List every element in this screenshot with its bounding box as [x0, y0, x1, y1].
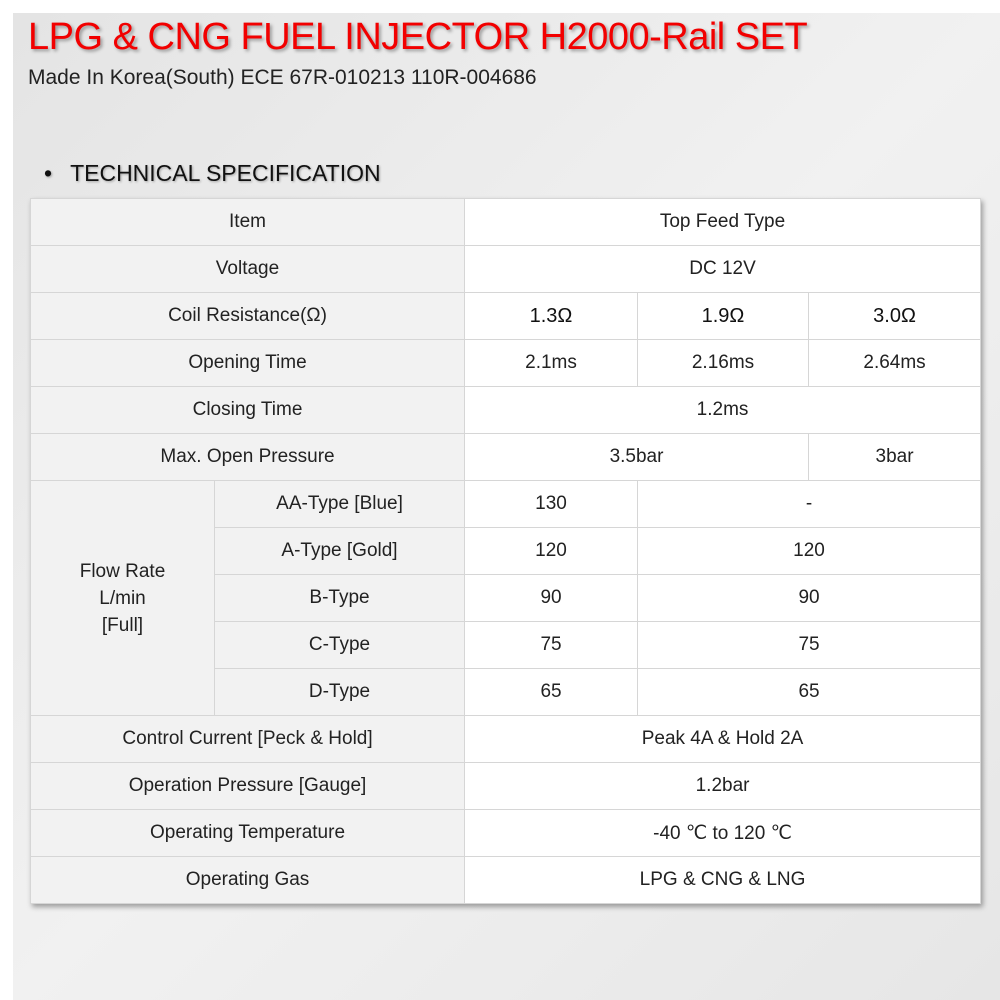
- section-title: TECHNICAL SPECIFICATION: [70, 160, 381, 186]
- page-subtitle: Made In Korea(South) ECE 67R-010213 110R…: [28, 66, 537, 89]
- table-row: Operating Gas LPG & CNG & LNG: [29, 856, 982, 904]
- bullet-icon: •: [44, 160, 53, 186]
- cell-value: 65: [637, 668, 982, 716]
- cell-value: 75: [637, 621, 982, 669]
- table-row: Operation Pressure [Gauge] 1.2bar: [29, 762, 982, 810]
- cell-value: 75: [464, 621, 639, 669]
- flow-label-line: L/min: [99, 587, 146, 609]
- cell-value: -40 ℃ to 120 ℃: [464, 809, 982, 857]
- table-row: Max. Open Pressure 3.5bar 3bar: [29, 433, 982, 481]
- table-row: D-Type 65 65: [31, 668, 982, 716]
- cell-value: 120: [637, 527, 982, 575]
- cell-value: LPG & CNG & LNG: [464, 856, 982, 904]
- flow-type-label: D-Type: [213, 668, 466, 716]
- cell-value: 65: [464, 668, 639, 716]
- table-row: A-Type [Gold] 120 120: [31, 527, 982, 575]
- section-heading: • TECHNICAL SPECIFICATION: [44, 160, 381, 187]
- row-label: Closing Time: [29, 386, 466, 434]
- cell-value: 1.2ms: [464, 386, 982, 434]
- table-row: Flow Rate L/min [Full] AA-Type [Blue] 13…: [30, 480, 982, 716]
- flow-type-label: AA-Type [Blue]: [213, 480, 466, 528]
- cell-value: 120: [464, 527, 639, 575]
- cell-value: 3.5bar: [464, 433, 810, 481]
- cell-value: 3bar: [808, 433, 982, 481]
- cell-value: 2.1ms: [464, 339, 639, 387]
- row-label: Control Current [Peck & Hold]: [29, 715, 466, 763]
- cell-value: 90: [637, 574, 982, 622]
- table-row: Control Current [Peck & Hold] Peak 4A & …: [29, 715, 982, 763]
- flow-type-label: B-Type: [213, 574, 466, 622]
- cell-value: -: [637, 480, 982, 528]
- row-label: Max. Open Pressure: [29, 433, 466, 481]
- cell-value: Peak 4A & Hold 2A: [464, 715, 982, 763]
- table-row: Operating Temperature -40 ℃ to 120 ℃: [29, 809, 982, 857]
- table-row: Opening Time 2.1ms 2.16ms 2.64ms: [29, 339, 982, 387]
- flow-label-line: Flow Rate: [79, 560, 166, 582]
- cell-value: DC 12V: [464, 245, 982, 293]
- flow-rate-label: Flow Rate L/min [Full]: [30, 480, 215, 716]
- cell-value: 1.3Ω: [464, 292, 639, 340]
- flow-label-line: [Full]: [101, 614, 144, 636]
- table-row: Voltage DC 12V: [29, 245, 982, 293]
- cell-value: 90: [464, 574, 639, 622]
- row-label: Operating Gas: [29, 856, 466, 904]
- flow-type-label: C-Type: [213, 621, 466, 669]
- cell-value: 130: [464, 480, 639, 528]
- table-row: C-Type 75 75: [31, 621, 982, 669]
- row-label: Operation Pressure [Gauge]: [29, 762, 466, 810]
- table-row: Item Top Feed Type: [29, 198, 982, 246]
- cell-value: 1.9Ω: [637, 292, 810, 340]
- page-title: LPG & CNG FUEL INJECTOR H2000-Rail SET: [28, 16, 808, 58]
- cell-value: 3.0Ω: [808, 292, 982, 340]
- cell-value: Top Feed Type: [464, 198, 982, 246]
- row-label: Item: [29, 198, 466, 246]
- spec-table: Item Top Feed Type Voltage DC 12V Coil R…: [29, 198, 982, 904]
- table-row: B-Type 90 90: [31, 574, 982, 622]
- row-label: Voltage: [29, 245, 466, 293]
- flow-type-label: A-Type [Gold]: [213, 527, 466, 575]
- row-label: Operating Temperature: [29, 809, 466, 857]
- row-label: Opening Time: [29, 339, 466, 387]
- cell-value: 1.2bar: [464, 762, 982, 810]
- table-row: Closing Time 1.2ms: [29, 386, 982, 434]
- table-row: Coil Resistance(Ω) 1.3Ω 1.9Ω 3.0Ω: [29, 292, 982, 340]
- cell-value: 2.16ms: [637, 339, 810, 387]
- cell-value: 2.64ms: [808, 339, 982, 387]
- row-label: Coil Resistance(Ω): [29, 292, 466, 340]
